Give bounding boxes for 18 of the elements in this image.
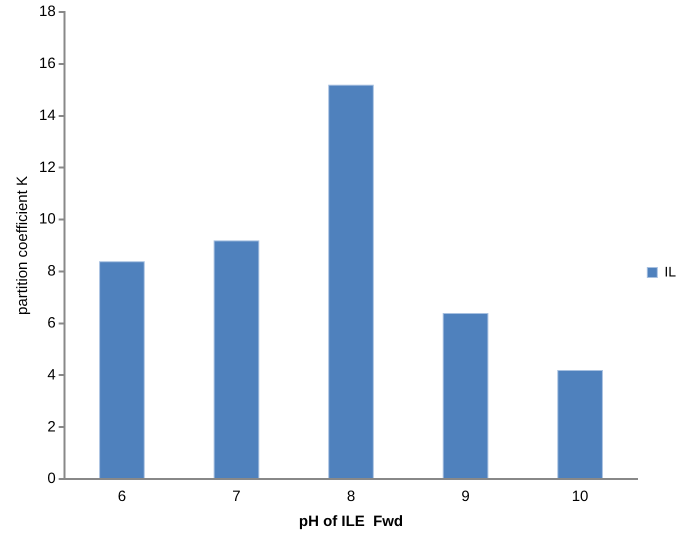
y-tick-label: 0 xyxy=(47,470,56,488)
x-tick-label: 8 xyxy=(346,488,356,506)
y-tick-label: 18 xyxy=(38,3,56,20)
y-tick-label: 14 xyxy=(38,106,56,124)
y-tick-label: 2 xyxy=(47,418,56,436)
y-tick-label: 4 xyxy=(47,366,56,384)
legend-label: IL xyxy=(664,263,676,280)
x-axis-title: pH of ILE Fwd xyxy=(298,513,404,530)
y-tick-label: 10 xyxy=(38,210,56,228)
x-tick-label: 7 xyxy=(232,488,241,506)
y-tick-label: 6 xyxy=(47,314,56,332)
x-tick-label: 9 xyxy=(461,488,470,506)
y-tick-label: 12 xyxy=(38,158,56,176)
x-tick-label: 6 xyxy=(118,488,126,506)
y-axis-title: partition coefficient K xyxy=(14,176,32,315)
y-tick-label: 16 xyxy=(38,55,56,72)
y-tick-label: 8 xyxy=(47,262,56,280)
x-tick-label: 10 xyxy=(572,488,588,506)
